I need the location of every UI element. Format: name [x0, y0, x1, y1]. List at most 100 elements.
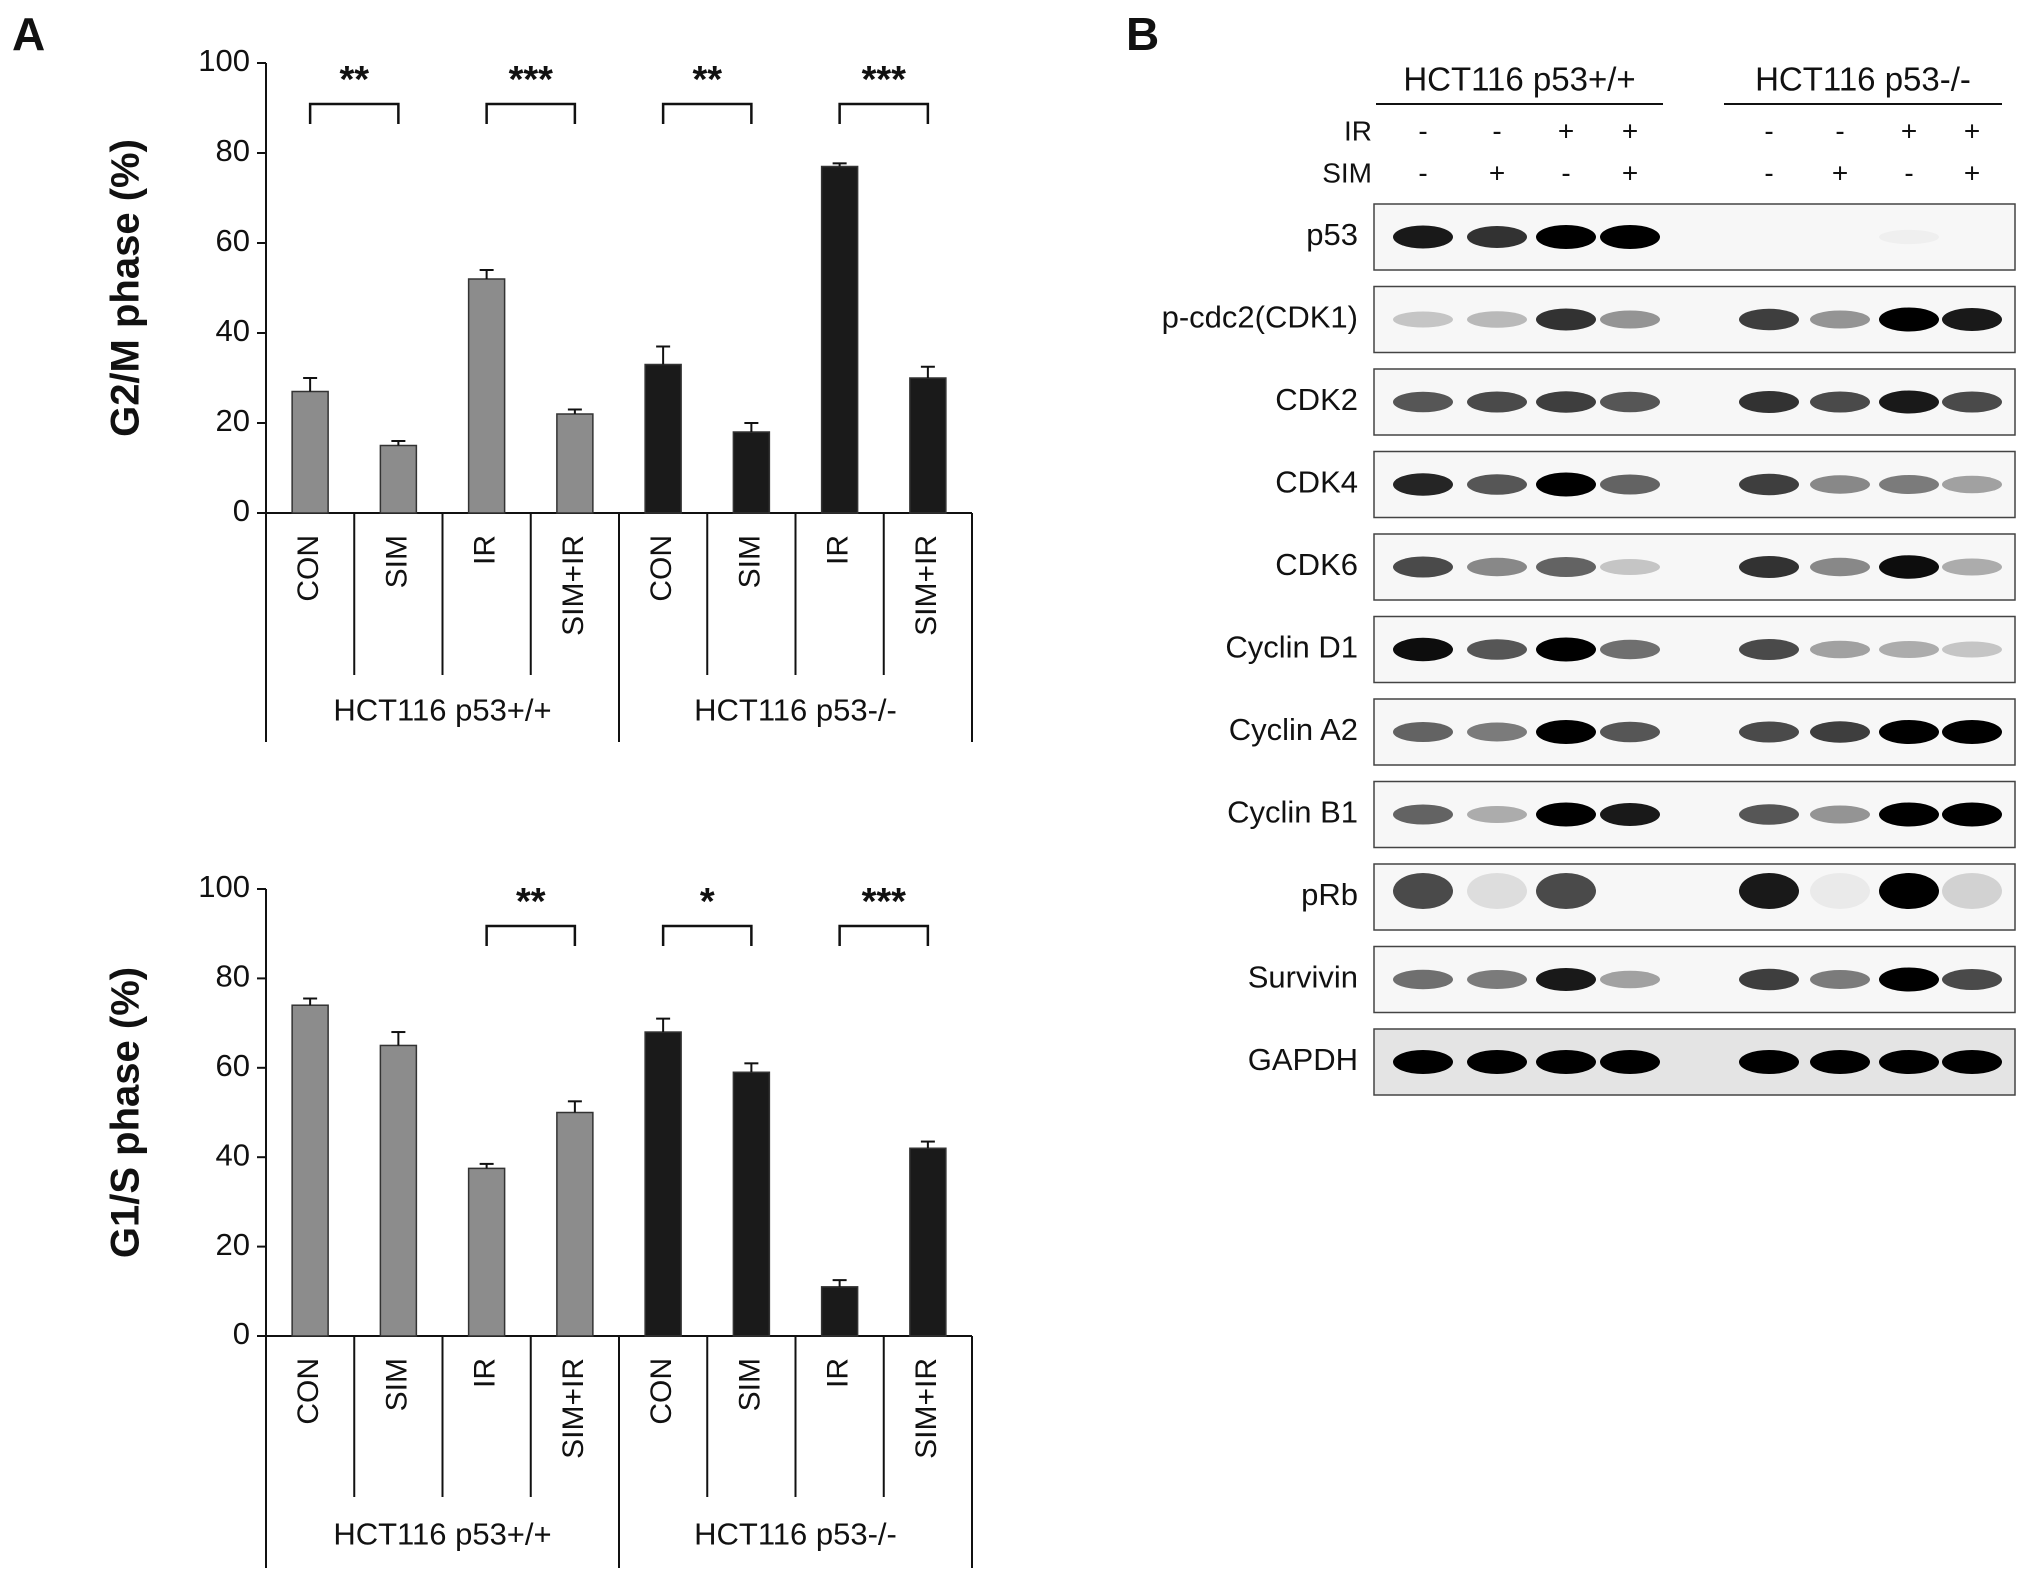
treatment-mark: - [1835, 115, 1844, 146]
blot-band [1536, 225, 1596, 249]
treatment-mark: - [1904, 157, 1913, 188]
y-tick-label: 40 [216, 313, 250, 348]
error-bar [832, 1279, 847, 1287]
blot-band [1942, 475, 2002, 494]
significance-bracket [485, 924, 577, 946]
error-bar [744, 422, 759, 432]
blot-band [1600, 1050, 1660, 1074]
bar [732, 431, 771, 514]
significance-label: ** [516, 881, 546, 923]
blot-band [1942, 720, 2002, 744]
significance-bracket [661, 924, 753, 946]
significance-bracket [838, 102, 930, 124]
blot-band [1536, 720, 1596, 744]
bar [820, 165, 859, 514]
error-bar [744, 1062, 759, 1073]
bar [291, 390, 329, 514]
significance-label: ** [692, 59, 722, 101]
protein-label: Cyclin D1 [1225, 630, 1358, 665]
blot-band [1600, 391, 1660, 413]
blot-band [1536, 391, 1596, 413]
treatment-mark: - [1561, 157, 1570, 188]
blot-band [1942, 969, 2002, 990]
blot-band [1600, 970, 1660, 989]
group-label: HCT116 p53-/- [694, 1517, 897, 1552]
protein-label: CDK4 [1275, 465, 1358, 500]
protein-label: CDK6 [1275, 547, 1358, 582]
blot-band [1879, 307, 1939, 332]
bar [820, 1286, 859, 1337]
blot-band [1879, 720, 1939, 744]
error-bar [656, 345, 671, 365]
x-tick-label: SIM [733, 1358, 766, 1411]
blot-band [1536, 472, 1596, 497]
protein-label: p53 [1306, 217, 1358, 252]
blot-band [1942, 873, 2002, 909]
blot-band [1810, 805, 1870, 824]
blot-band [1393, 311, 1453, 328]
protein-label: Cyclin A2 [1229, 712, 1358, 747]
x-tick-label: IR [469, 1358, 502, 1388]
blot-band [1600, 474, 1660, 495]
blot-band [1467, 873, 1527, 909]
blot-band [1600, 639, 1660, 660]
significance-bracket [838, 924, 930, 946]
blot-band [1467, 639, 1527, 660]
blot-band [1467, 391, 1527, 413]
blot-band [1810, 721, 1870, 743]
significance-label: *** [509, 59, 554, 101]
bar [379, 1044, 418, 1337]
bar [467, 278, 506, 514]
group-label: HCT116 p53-/- [694, 693, 897, 728]
x-tick-label: SIM+IR [557, 1358, 590, 1459]
blot-band [1942, 641, 2002, 658]
blot-band [1739, 556, 1799, 578]
blot-band [1393, 804, 1453, 825]
blot-band [1467, 1050, 1527, 1074]
significance-bracket [485, 102, 577, 124]
group-label: HCT116 p53+/+ [333, 693, 551, 728]
blot-band [1879, 555, 1939, 579]
protein-label: CDK2 [1275, 382, 1358, 417]
bar [644, 363, 682, 514]
bar [909, 1147, 947, 1337]
blot-band [1393, 473, 1453, 496]
blot-band [1536, 1050, 1596, 1074]
protein-label: p-cdc2(CDK1) [1162, 300, 1358, 335]
treatment-mark: + [1964, 157, 1980, 188]
blot-band [1393, 873, 1453, 909]
blot-group-label: HCT116 p53+/+ [1403, 61, 1635, 98]
bar [644, 1031, 682, 1337]
bar [556, 413, 594, 514]
blot-band [1739, 308, 1799, 331]
blot-band [1942, 802, 2002, 827]
blot-band [1810, 970, 1870, 989]
blot-band [1393, 637, 1453, 662]
blot-band [1600, 310, 1660, 329]
blot-band [1942, 308, 2002, 331]
bar [556, 1111, 594, 1337]
y-axis-title: G2/M phase (%) [104, 139, 148, 437]
blot-band [1942, 1050, 2002, 1074]
bar [291, 1004, 329, 1337]
blot-band [1467, 557, 1527, 577]
treatment-mark: - [1492, 115, 1501, 146]
panel-label: B [1126, 8, 1159, 60]
blot-band [1879, 1050, 1939, 1074]
treatment-mark: + [1622, 115, 1638, 146]
blot-band [1879, 802, 1939, 827]
blot-band [1393, 225, 1453, 249]
treatment-mark: + [1964, 115, 1980, 146]
blot-band [1467, 226, 1527, 248]
treatment-mark: - [1764, 115, 1773, 146]
blot-band [1739, 968, 1799, 991]
blot-band [1467, 474, 1527, 495]
treatment-mark: - [1418, 115, 1427, 146]
bar [732, 1071, 771, 1337]
blot-band [1536, 968, 1596, 991]
significance-bracket [308, 102, 400, 124]
panel-label: A [12, 8, 45, 60]
treatment-mark: + [1558, 115, 1574, 146]
protein-label: Survivin [1248, 960, 1358, 995]
